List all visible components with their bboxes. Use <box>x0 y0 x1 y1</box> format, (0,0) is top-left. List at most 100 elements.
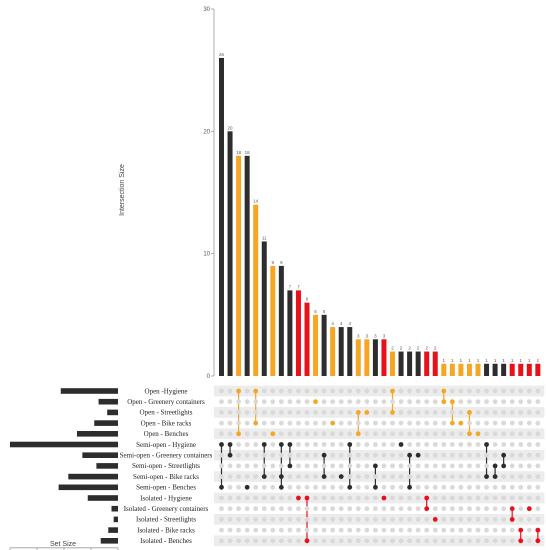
matrix-dot-inactive <box>390 506 395 512</box>
y-axis-title: Intersection Size <box>119 164 126 216</box>
matrix-dot-inactive <box>253 463 259 469</box>
matrix-dot-inactive <box>287 517 293 522</box>
matrix-dot-inactive <box>424 474 430 479</box>
matrix-dot-inactive <box>458 506 464 512</box>
matrix-dot-inactive <box>313 442 318 447</box>
matrix-dot-active <box>287 442 293 447</box>
matrix-dot-inactive <box>338 420 344 426</box>
matrix-dot-inactive <box>458 452 464 458</box>
matrix-dot-inactive <box>415 399 421 405</box>
matrix-dot-inactive <box>518 442 524 447</box>
matrix-dot-inactive <box>398 399 404 405</box>
matrix-dot-inactive <box>441 495 447 501</box>
matrix-dot-inactive <box>518 431 524 437</box>
matrix-dot-active <box>390 410 395 415</box>
matrix-dot-inactive <box>278 506 284 512</box>
matrix-dot-inactive <box>261 495 267 501</box>
matrix-dot-inactive <box>261 506 267 512</box>
bar-value-label: 1 <box>511 358 514 363</box>
matrix-dot-active <box>236 431 242 437</box>
matrix-dot-inactive <box>475 399 481 405</box>
matrix-dot-inactive <box>526 538 532 544</box>
bar-value-label: 26 <box>219 52 225 57</box>
matrix-dot-inactive <box>313 452 318 458</box>
matrix-dot-active <box>458 420 464 426</box>
matrix-dot-inactive <box>287 495 293 501</box>
matrix-dot-inactive <box>518 463 524 469</box>
matrix-dot-inactive <box>390 452 395 458</box>
matrix-dot-inactive <box>373 538 378 544</box>
matrix-dot-inactive <box>313 410 318 415</box>
matrix-dot-inactive <box>287 506 293 512</box>
set-label: Isolated - Benches <box>140 537 192 545</box>
matrix-dot-inactive <box>441 463 447 469</box>
matrix-dot-inactive <box>509 538 515 544</box>
matrix-dot-inactive <box>484 495 489 501</box>
matrix-dot-inactive <box>509 442 515 447</box>
matrix-dot-inactive <box>270 399 276 405</box>
matrix-dot-active <box>227 442 233 447</box>
matrix-dot-inactive <box>535 452 541 458</box>
matrix-dot-inactive <box>449 538 455 544</box>
matrix-dot-inactive <box>304 442 310 447</box>
matrix-dot-inactive <box>364 495 370 501</box>
matrix-dot-inactive <box>270 452 276 458</box>
matrix-dot-inactive <box>475 517 481 522</box>
matrix-dot-inactive <box>509 452 515 458</box>
matrix-dot-inactive <box>449 506 455 512</box>
matrix-dot-inactive <box>449 442 455 447</box>
matrix-dot-inactive <box>347 452 353 458</box>
bar-value-label: 1 <box>451 358 454 363</box>
matrix-dot-inactive <box>441 517 447 522</box>
set-size-axis: 1007550250 <box>9 547 119 550</box>
matrix-dot-active <box>398 442 404 447</box>
matrix-dot-inactive <box>338 527 344 533</box>
matrix-dot-inactive <box>484 399 489 405</box>
matrix-dot-inactive <box>398 538 404 544</box>
matrix-dot-inactive <box>518 388 524 394</box>
matrix-dot-active <box>296 495 301 501</box>
matrix-dot-inactive <box>236 463 242 469</box>
set-size-bars <box>10 388 118 544</box>
matrix-dot-inactive <box>509 474 515 479</box>
intersection-bar <box>475 363 481 376</box>
matrix-dot-inactive <box>373 431 378 437</box>
matrix-dot-inactive <box>441 431 447 437</box>
matrix-dot-inactive <box>432 463 438 469</box>
matrix-dot-active <box>338 474 344 479</box>
intersection-bar <box>492 363 498 376</box>
matrix-dot-inactive <box>253 495 259 501</box>
matrix-dot-inactive <box>509 410 515 415</box>
matrix-dot-inactive <box>287 484 293 490</box>
matrix-dot-active <box>321 452 327 458</box>
matrix-dot-inactive <box>441 442 447 447</box>
matrix-dot-inactive <box>484 388 489 394</box>
matrix-dot-inactive <box>278 527 284 533</box>
matrix-dot-inactive <box>278 463 284 469</box>
matrix-dot-inactive <box>261 420 267 426</box>
matrix-dot-inactive <box>475 452 481 458</box>
matrix-dot-active <box>501 452 507 458</box>
matrix-dot-inactive <box>253 506 259 512</box>
matrix-dot-inactive <box>227 431 233 437</box>
matrix-dot-inactive <box>390 517 395 522</box>
matrix-dot-inactive <box>355 527 361 533</box>
matrix-dot-inactive <box>253 517 259 522</box>
matrix-dot-inactive <box>492 452 498 458</box>
matrix-dot-inactive <box>347 495 353 501</box>
matrix-dot-inactive <box>484 517 489 522</box>
matrix-dot-inactive <box>458 517 464 522</box>
matrix-dot-inactive <box>398 431 404 437</box>
matrix-dot-inactive <box>236 517 242 522</box>
matrix-dot-inactive <box>253 431 259 437</box>
matrix-dot-inactive <box>526 484 532 490</box>
matrix-dot-inactive <box>364 538 370 544</box>
matrix-dot-inactive <box>381 452 387 458</box>
matrix-dot-inactive <box>467 452 472 458</box>
intersection-bar <box>321 314 327 376</box>
matrix-dot-inactive <box>518 474 524 479</box>
matrix-dot-inactive <box>492 538 498 544</box>
matrix-dot-inactive <box>321 463 327 469</box>
matrix-dot-inactive <box>415 484 421 490</box>
